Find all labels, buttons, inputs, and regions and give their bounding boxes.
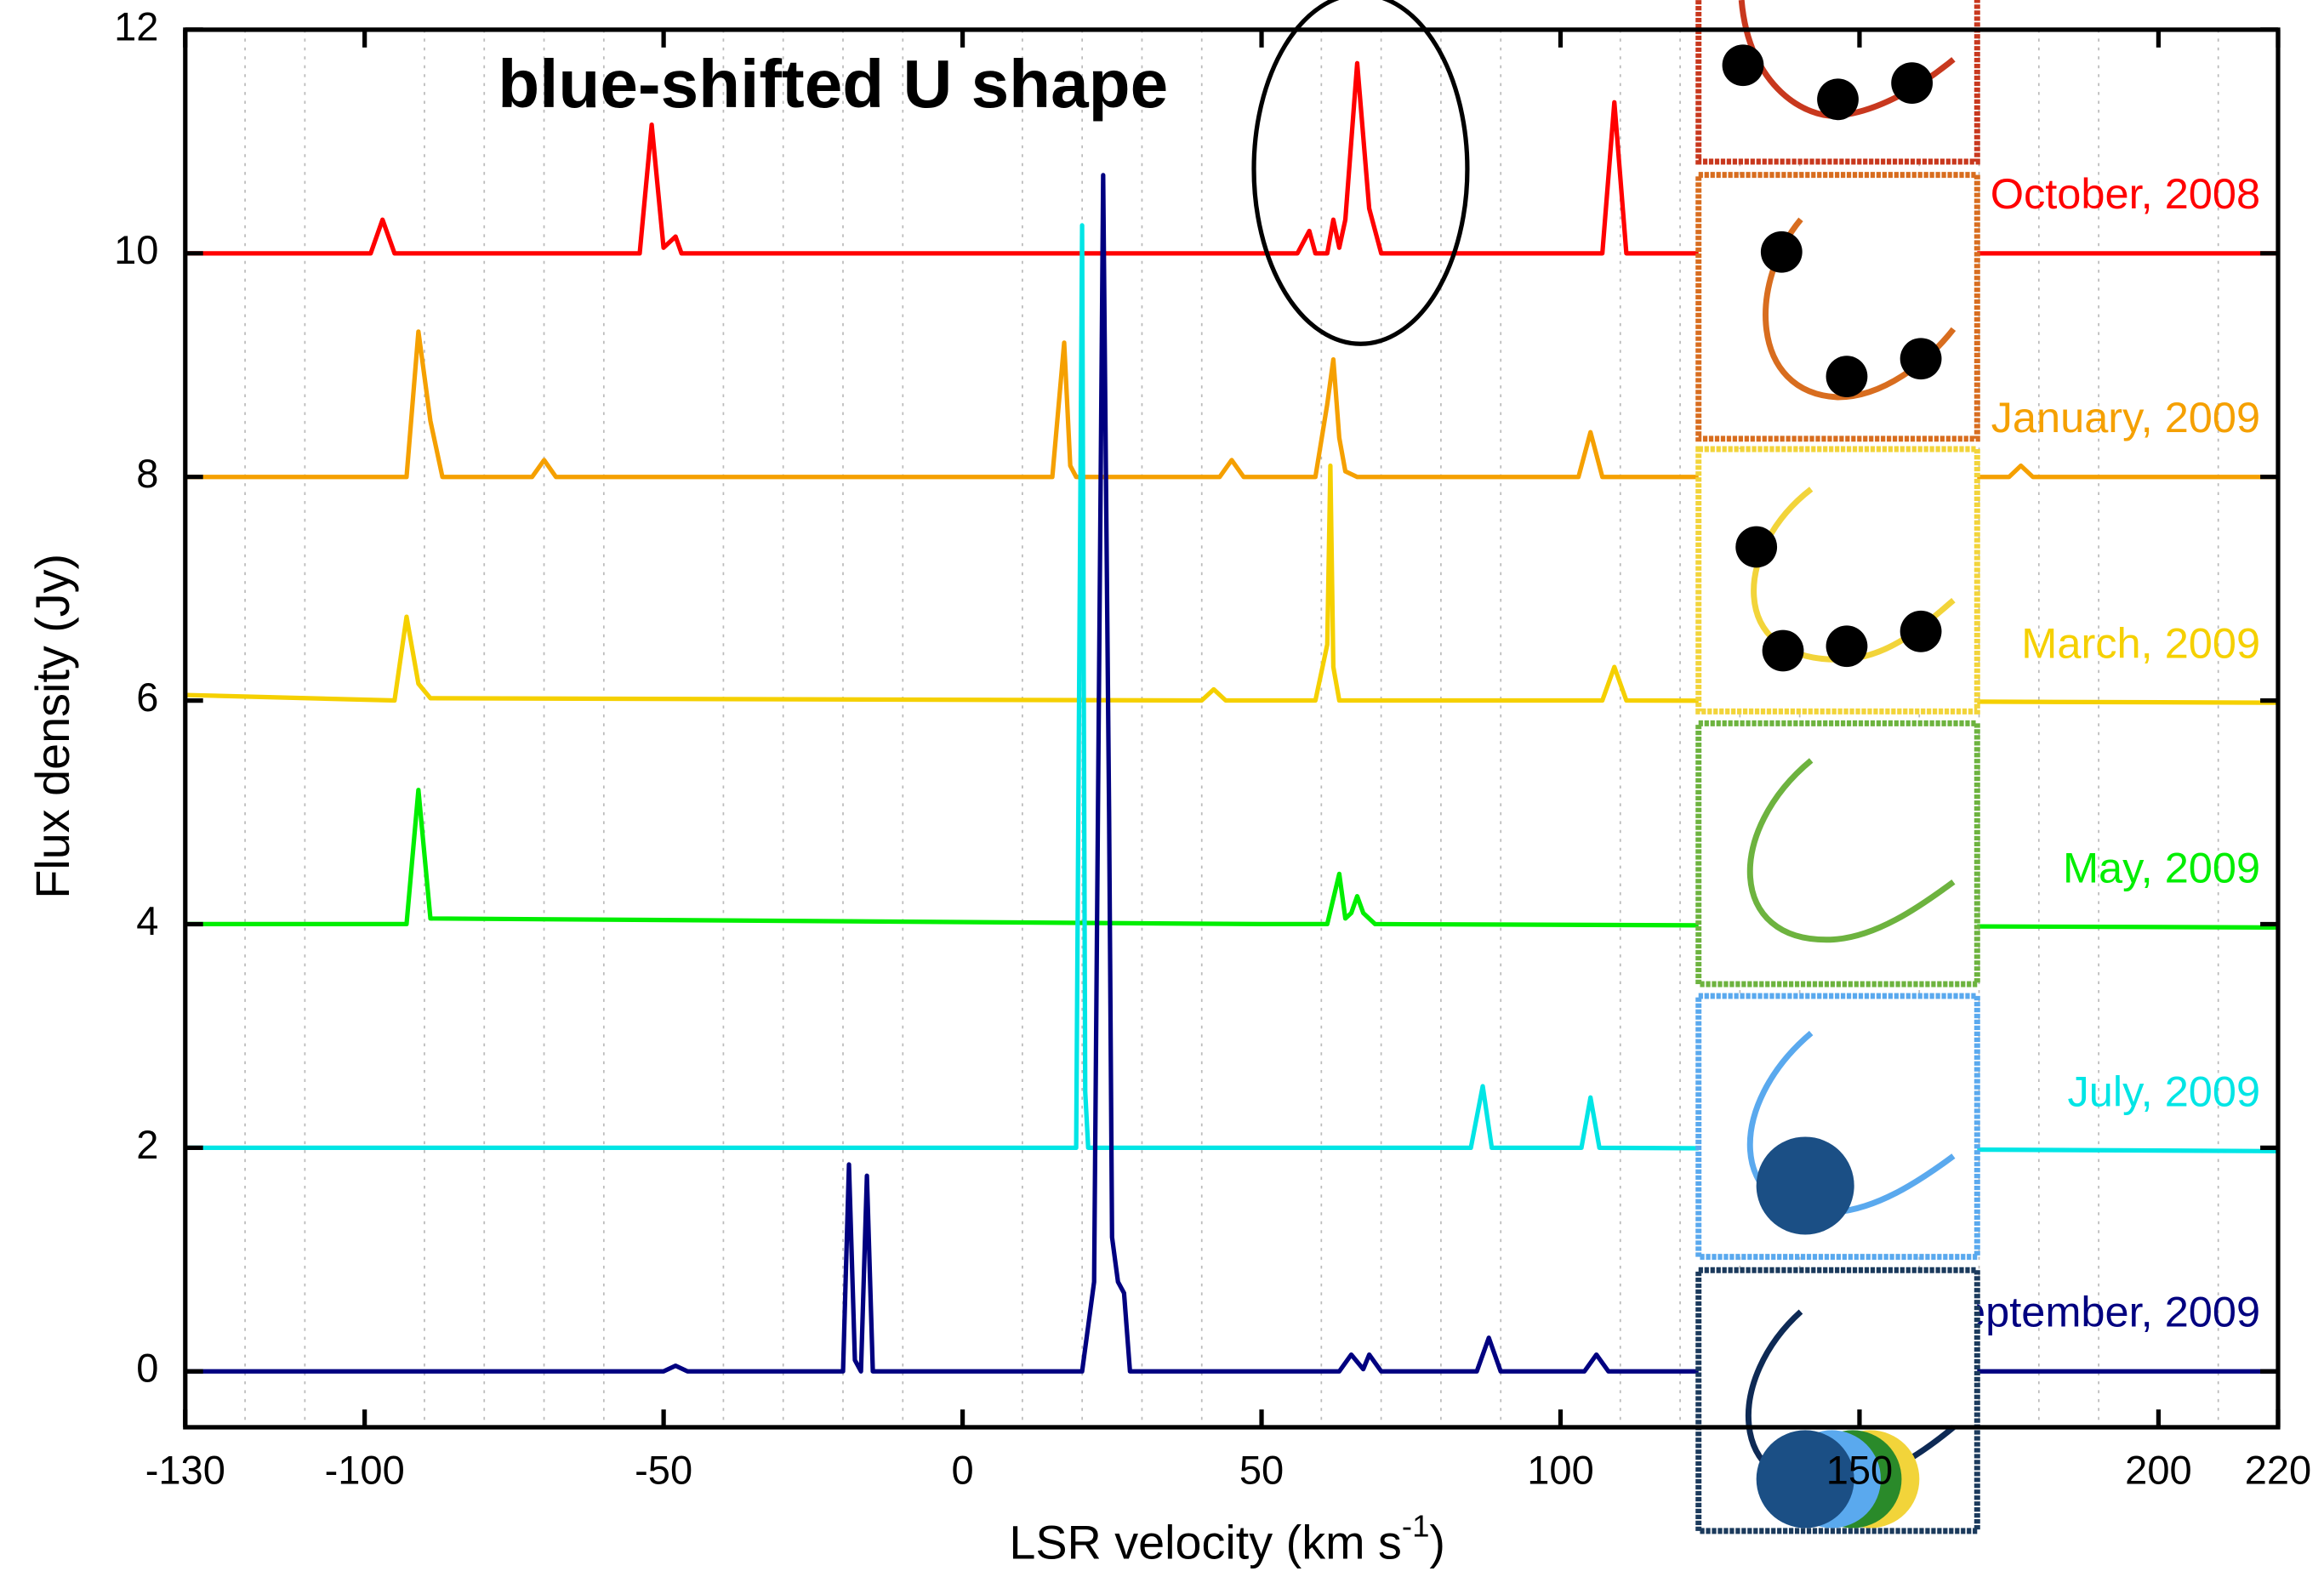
legend-label: January, 2009 xyxy=(1991,393,2260,441)
legend-label: May, 2009 xyxy=(2063,844,2260,892)
legend-label: September, 2009 xyxy=(1933,1287,2260,1335)
series-line xyxy=(185,60,2278,256)
y-tick-label: 12 xyxy=(114,3,158,48)
series-line xyxy=(185,223,2279,1153)
legend-label: October, 2008 xyxy=(1991,169,2260,218)
inset-curve xyxy=(1746,758,1956,943)
x-label-text: LSR velocity (km s xyxy=(1009,1516,1402,1568)
x-tick-label: 150 xyxy=(1826,1447,1893,1492)
series-line xyxy=(185,788,2278,931)
y-axis-label: Flux density (Jy) xyxy=(26,554,79,899)
inset-box xyxy=(1695,720,1980,988)
x-label-exponent: -1 xyxy=(1402,1508,1430,1543)
y-tick-label: 0 xyxy=(136,1346,158,1391)
y-tick-label: 10 xyxy=(114,227,158,272)
insets xyxy=(1695,0,1980,1534)
series-line xyxy=(185,173,2278,1374)
series-line xyxy=(185,329,2278,480)
series-line xyxy=(185,463,2278,705)
y-tick-label: 8 xyxy=(136,451,158,496)
x-label-end: ) xyxy=(1429,1516,1445,1568)
x-tick-label: -100 xyxy=(325,1447,405,1492)
inset-box xyxy=(1695,446,1980,714)
y-tick-label: 2 xyxy=(136,1122,158,1167)
x-axis-label: LSR velocity (km s-1) xyxy=(1009,1508,1445,1568)
plot-frame xyxy=(183,27,2281,1430)
legend-label: March, 2009 xyxy=(2021,618,2260,667)
x-tick-label: 220 xyxy=(2245,1447,2311,1492)
x-tick-label: 50 xyxy=(1239,1447,1284,1492)
x-tick-label: -50 xyxy=(635,1447,692,1492)
x-tick-label: 0 xyxy=(951,1447,973,1492)
x-tick-label: 100 xyxy=(1527,1447,1593,1492)
highlight-ellipse xyxy=(1251,0,1470,346)
axes: -130 -100 -50 0 50 100 150 200 220 0 2 4 6 8 10 12 xyxy=(114,3,2311,1492)
legend-label: July, 2009 xyxy=(2068,1067,2261,1115)
x-tick-label: 200 xyxy=(2125,1447,2191,1492)
annotation: blue-shifted U shape xyxy=(498,45,1168,122)
y-tick-label: 6 xyxy=(136,675,158,720)
y-tick-label: 4 xyxy=(136,898,158,943)
x-tick-label: -130 xyxy=(145,1447,225,1492)
plot-area: October, 2008 January, 2009 March, 2009 May… xyxy=(185,29,2279,1427)
